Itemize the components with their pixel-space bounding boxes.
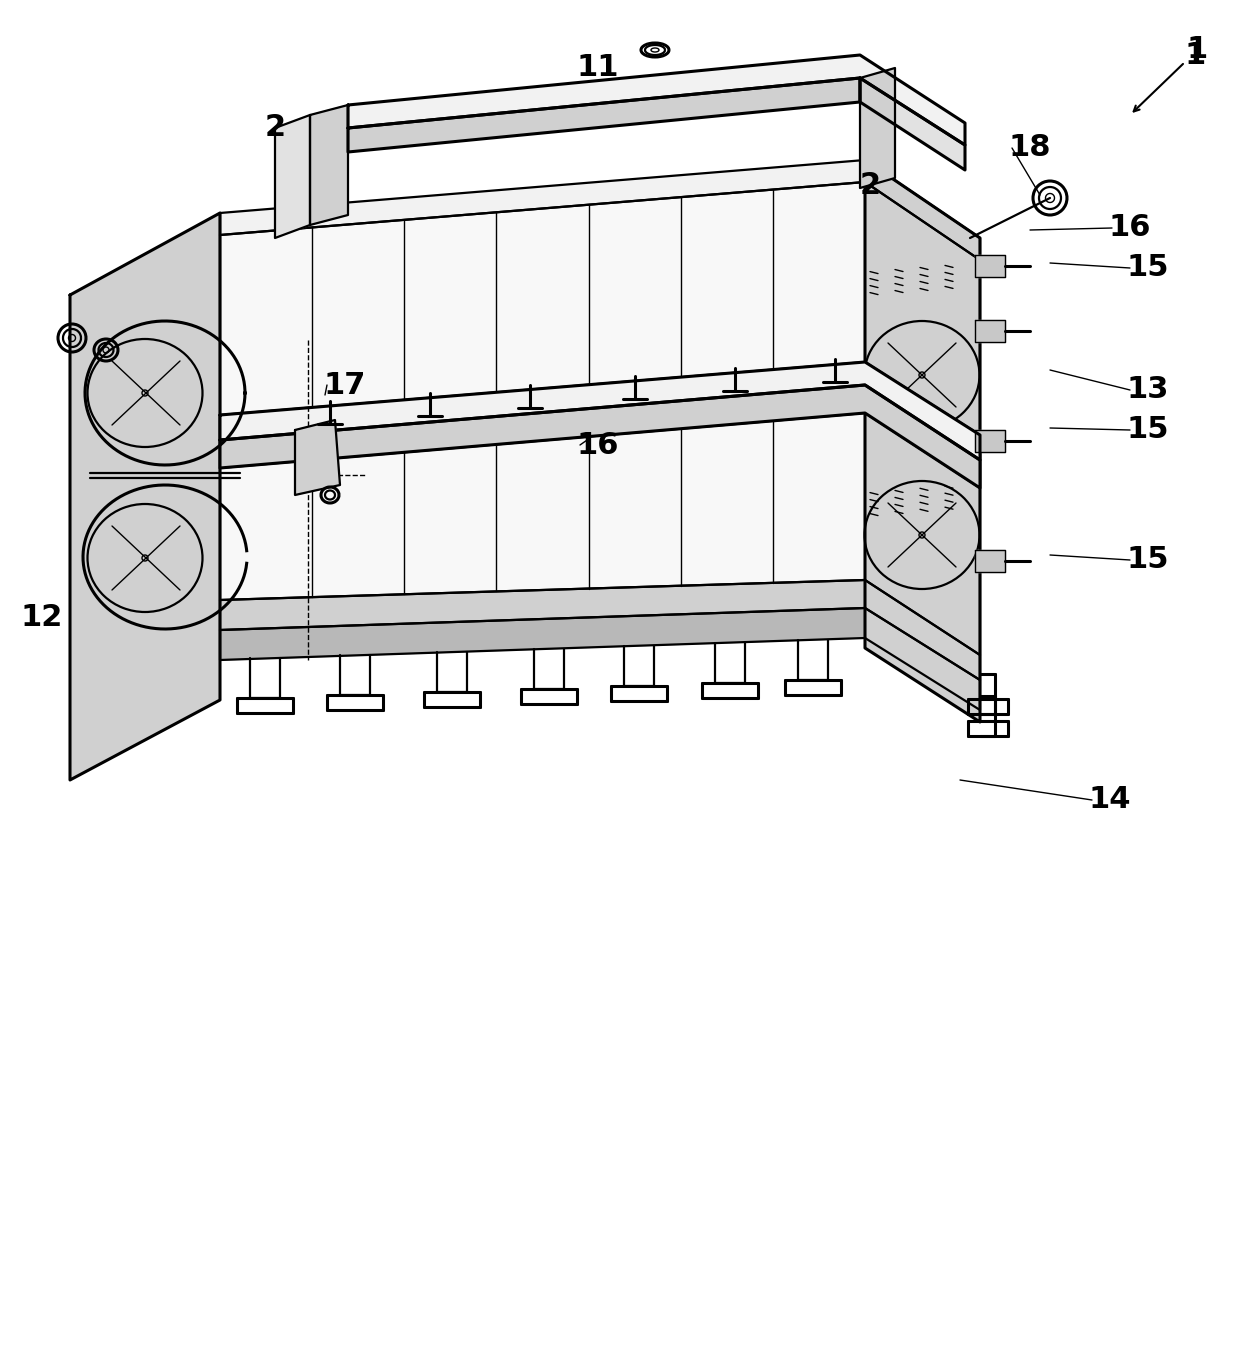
Polygon shape	[861, 67, 895, 188]
Polygon shape	[219, 161, 980, 260]
Polygon shape	[348, 55, 965, 144]
Polygon shape	[69, 213, 219, 780]
Polygon shape	[275, 115, 310, 237]
Text: 15: 15	[1127, 415, 1169, 445]
Polygon shape	[219, 608, 980, 710]
Text: 18: 18	[1009, 134, 1052, 162]
Polygon shape	[310, 105, 348, 225]
Polygon shape	[975, 430, 1004, 452]
Polygon shape	[348, 78, 861, 152]
Text: 14: 14	[1089, 785, 1131, 815]
Text: 1: 1	[1187, 35, 1208, 65]
Text: 2: 2	[859, 170, 880, 200]
Polygon shape	[975, 550, 1004, 572]
Polygon shape	[219, 362, 980, 460]
Text: 16: 16	[577, 430, 619, 460]
Polygon shape	[219, 384, 980, 488]
Polygon shape	[219, 580, 980, 680]
Text: 15: 15	[1127, 545, 1169, 575]
Polygon shape	[295, 420, 340, 495]
Polygon shape	[975, 320, 1004, 343]
Text: 1: 1	[1184, 40, 1205, 70]
Polygon shape	[861, 78, 965, 170]
Text: 13: 13	[1127, 375, 1169, 405]
Polygon shape	[866, 161, 980, 722]
Text: 15: 15	[1127, 254, 1169, 282]
Polygon shape	[219, 413, 980, 656]
Text: 17: 17	[324, 371, 366, 399]
Text: 2: 2	[264, 113, 285, 143]
Polygon shape	[975, 255, 1004, 277]
Polygon shape	[219, 182, 980, 434]
Text: 12: 12	[21, 603, 63, 633]
Text: 11: 11	[577, 54, 619, 82]
Text: 16: 16	[1109, 213, 1151, 243]
